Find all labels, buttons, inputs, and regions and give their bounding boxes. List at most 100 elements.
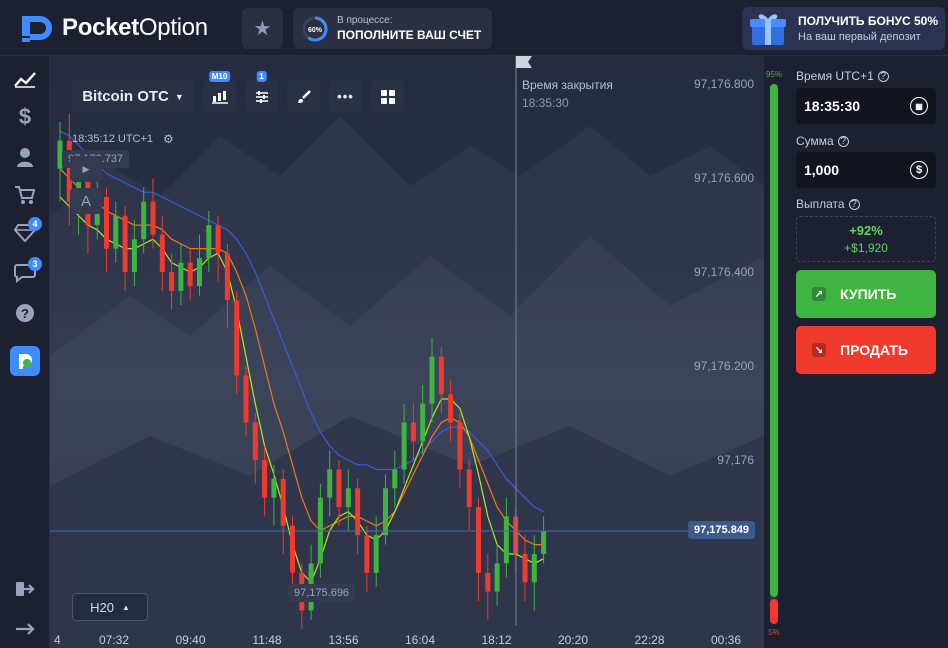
sidebar-item-finance[interactable]: $ xyxy=(12,104,38,130)
trading-icon xyxy=(14,72,36,88)
candle-body xyxy=(215,225,221,254)
time-label: Время UTC+1 xyxy=(796,69,874,83)
candle-body xyxy=(104,196,109,249)
x-tick-label: 4 xyxy=(54,633,61,647)
arrow-down-right-icon: ↘ xyxy=(812,343,826,357)
sidebar-item-expand[interactable] xyxy=(12,616,38,642)
sentiment-bar: 95% 5% xyxy=(764,56,784,648)
time-label-row: Время UTC+1 ? xyxy=(796,69,889,83)
sidebar-item-help[interactable]: ? xyxy=(12,300,38,326)
payout-box: +92% +$1,920 xyxy=(796,216,936,262)
amount-label: Сумма xyxy=(796,134,834,148)
server-time: 18:35:12 UTC+1 xyxy=(72,133,154,145)
sell-label: ПРОДАТЬ xyxy=(840,342,908,358)
layout-button[interactable] xyxy=(371,80,404,113)
x-tick-label: 20:20 xyxy=(558,633,588,647)
chart-area[interactable]: 97,176.800 97,176.600 97,176.400 97,176.200… xyxy=(50,56,764,648)
low-price-label: 97,175.696 xyxy=(288,584,356,602)
candle-body xyxy=(476,507,481,573)
candle-body xyxy=(224,253,230,301)
payout-amount: +$1,920 xyxy=(844,241,888,255)
candle-body xyxy=(271,478,277,498)
candle-body xyxy=(252,422,258,461)
brand-logo[interactable]: PocketOption xyxy=(18,12,208,44)
arrow-right-icon xyxy=(16,623,35,635)
sidebar-item-market[interactable] xyxy=(12,182,38,208)
progress-status: В процессе: xyxy=(337,15,393,26)
grid-icon xyxy=(380,89,395,104)
sidebar-item-trading[interactable] xyxy=(12,66,38,92)
expiry-label: Время закрытия xyxy=(522,78,613,92)
timeframe-value: H20 xyxy=(90,599,114,615)
candle-body xyxy=(262,460,268,498)
sellers-percent: 5% xyxy=(768,628,780,637)
collapse-toggle[interactable]: ▶ xyxy=(70,156,102,182)
sell-button[interactable]: ↘ ПРОДАТЬ xyxy=(796,326,936,374)
timeframe-selector[interactable]: H20 ▲ xyxy=(72,593,148,621)
chevron-up-icon: ▲ xyxy=(121,602,130,612)
brand-name-thin: Option xyxy=(138,14,208,41)
logout-icon xyxy=(16,582,35,596)
candle-body xyxy=(401,422,407,470)
candle-body xyxy=(206,225,212,259)
x-tick-label: 16:04 xyxy=(405,633,435,647)
drawing-button[interactable] xyxy=(287,80,320,113)
ma-mid-line xyxy=(59,168,544,546)
expiry-time-value: 18:35:30 xyxy=(804,98,861,114)
payout-label: Выплата xyxy=(796,197,845,211)
y-tick-label: 97,176.400 xyxy=(694,265,754,279)
expiry-time-field[interactable]: 18:35:30 ▦ xyxy=(796,88,936,124)
candle-body xyxy=(522,554,528,583)
y-tick-label: 97,176.600 xyxy=(694,171,754,185)
candle-body xyxy=(541,530,547,555)
bonus-banner[interactable]: ПОЛУЧИТЬ БОНУС 50% На ваш первый депозит xyxy=(742,7,945,50)
sidebar-item-app[interactable] xyxy=(10,346,40,376)
y-tick-label: 97,176.200 xyxy=(694,359,754,373)
buy-button[interactable]: ↗ КУПИТЬ xyxy=(796,270,936,318)
asset-selector[interactable]: Bitcoin OTC ▼ xyxy=(72,80,194,113)
candles-icon xyxy=(211,90,228,104)
info-icon[interactable]: ? xyxy=(848,198,860,210)
y-tick-label: 97,176 xyxy=(717,453,754,467)
deposit-progress[interactable]: 60% В процессе: ПОПОЛНИТЕ ВАШ СЧЕТ xyxy=(293,8,492,49)
calendar-icon[interactable]: ▦ xyxy=(910,97,928,115)
candle-body xyxy=(290,525,295,573)
timeframe-tag: M10 xyxy=(208,71,231,82)
candle-body xyxy=(485,572,491,592)
buyers-percent: 95% xyxy=(765,70,782,79)
candle-body xyxy=(457,422,463,470)
candle-body xyxy=(448,394,454,423)
buy-label: КУПИТЬ xyxy=(840,286,897,302)
x-tick-label: 18:12 xyxy=(481,633,511,647)
chart-type-button[interactable]: M10 xyxy=(203,71,236,113)
sidebar-item-profile[interactable] xyxy=(12,144,38,170)
x-tick-label: 11:48 xyxy=(252,633,281,647)
drawing-label-tool[interactable]: A xyxy=(70,188,102,214)
info-icon[interactable]: ? xyxy=(877,70,889,82)
candle-body xyxy=(122,215,128,273)
sidebar-item-chat[interactable]: 3 xyxy=(12,257,42,286)
sidebar-item-logout[interactable] xyxy=(12,576,38,602)
candle-body xyxy=(327,469,333,498)
amount-field[interactable]: 1,000 $ xyxy=(796,152,936,188)
candle-body xyxy=(169,272,175,291)
candle-body xyxy=(345,488,351,508)
more-button[interactable]: ••• xyxy=(329,80,362,113)
settings-gear-icon[interactable]: ⚙ xyxy=(163,132,174,146)
left-sidebar: $ 4 3 ? xyxy=(0,56,50,648)
bonus-title: ПОЛУЧИТЬ БОНУС 50% xyxy=(798,14,938,28)
candle-body xyxy=(503,516,509,564)
y-tick-label: 97,176.800 xyxy=(694,77,754,91)
sidebar-item-achievements[interactable]: 4 xyxy=(12,217,42,246)
candle-body xyxy=(280,478,286,526)
candle-body xyxy=(187,262,193,287)
candle-body xyxy=(159,234,165,273)
favorites-button[interactable]: ★ xyxy=(242,8,283,49)
info-icon[interactable]: ? xyxy=(837,135,849,147)
currency-icon[interactable]: $ xyxy=(910,161,928,179)
payout-percent: +92% xyxy=(849,223,883,238)
payout-label-row: Выплата ? xyxy=(796,197,860,211)
star-icon: ★ xyxy=(253,18,272,40)
candle-body xyxy=(113,215,119,249)
indicators-button[interactable]: 1 xyxy=(245,71,278,113)
